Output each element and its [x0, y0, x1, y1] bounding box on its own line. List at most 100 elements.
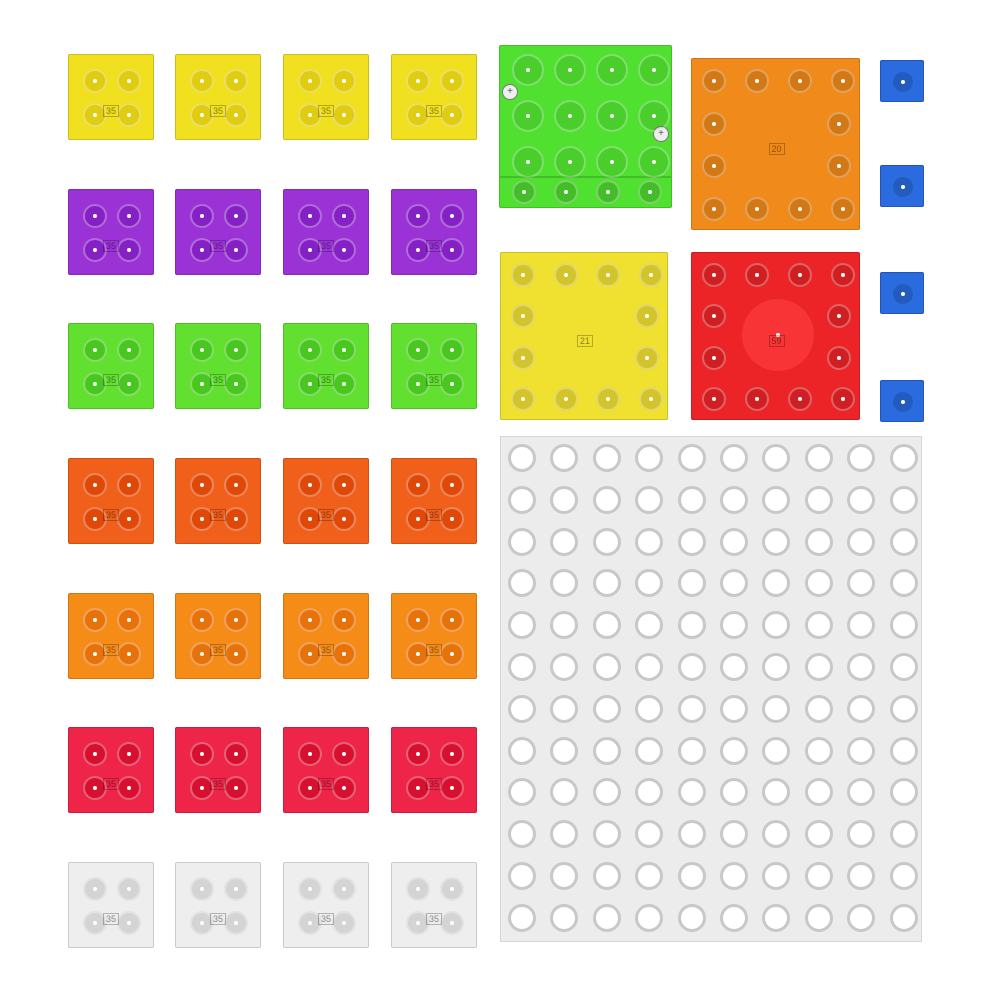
- baseplate-hole: [592, 485, 621, 514]
- baseplate-hole: [508, 444, 536, 472]
- baseplate-hole: [635, 778, 664, 807]
- tile-label: 35: [318, 374, 335, 386]
- baseplate-hole: [508, 527, 536, 556]
- tile-label: 35: [103, 644, 120, 656]
- baseplate-hole: [762, 485, 791, 514]
- small-tile: 35: [283, 54, 369, 140]
- stud: [639, 263, 663, 287]
- baseplate-hole: [592, 694, 621, 723]
- stud: [190, 204, 214, 228]
- stud: [827, 111, 851, 136]
- small-tile: 35: [391, 593, 477, 679]
- baseplate-hole: [550, 485, 579, 514]
- stud: [332, 69, 356, 93]
- baseplate-hole: [550, 611, 579, 640]
- baseplate-hole: [635, 444, 664, 472]
- stud: [224, 69, 248, 93]
- baseplate-hole: [550, 444, 579, 472]
- stud: [332, 911, 356, 935]
- stud: [332, 742, 356, 766]
- green-module: + +: [499, 45, 672, 208]
- stud: [440, 204, 464, 228]
- yellow-module: 21: [500, 252, 668, 420]
- stud: [83, 69, 107, 93]
- module-label: 21: [577, 335, 594, 347]
- stud: [596, 263, 621, 287]
- small-tile: 35: [68, 323, 154, 409]
- stud: [639, 387, 663, 411]
- stud: [745, 197, 769, 221]
- baseplate-hole: [508, 820, 536, 849]
- stud: [827, 154, 851, 179]
- baseplate-hole: [592, 569, 621, 598]
- small-tile: 35: [68, 54, 154, 140]
- stud: [117, 911, 141, 935]
- stud: [332, 877, 356, 901]
- stud: [224, 238, 248, 262]
- stud: [298, 877, 322, 901]
- lens: [742, 299, 814, 371]
- stud: [788, 197, 812, 221]
- stud: [440, 877, 464, 901]
- tile-label: 35: [318, 105, 335, 117]
- stud: [224, 473, 248, 497]
- small-tile: 35: [391, 54, 477, 140]
- baseplate-hole: [550, 527, 579, 556]
- stud: [831, 197, 855, 221]
- stud: [406, 742, 430, 766]
- stud: [83, 507, 107, 531]
- baseplate-hole: [635, 569, 664, 598]
- stud: [702, 263, 726, 287]
- baseplate-hole: [550, 569, 579, 598]
- tile-label: 35: [103, 913, 120, 925]
- small-tile: 35: [391, 189, 477, 275]
- stud: [117, 473, 141, 497]
- tile-label: 35: [318, 913, 335, 925]
- baseplate-hole: [720, 527, 748, 556]
- stud: [440, 507, 464, 531]
- stud: [332, 776, 356, 800]
- baseplate-hole: [889, 485, 918, 514]
- baseplate-hole: [508, 653, 536, 681]
- stud: [298, 776, 322, 800]
- baseplate-hole: [889, 569, 918, 598]
- stud: [332, 238, 356, 262]
- stud: [511, 304, 535, 329]
- stud: [406, 69, 430, 93]
- stud: [190, 238, 214, 262]
- stud: [406, 238, 430, 262]
- stud: [332, 103, 356, 127]
- stud: [893, 284, 913, 304]
- baseplate-hole: [720, 862, 748, 890]
- stud: [406, 204, 430, 228]
- module-label: 59: [768, 335, 785, 347]
- tile-label: 35: [103, 240, 120, 252]
- small-tile: 35: [175, 54, 261, 140]
- baseplate-hole: [889, 820, 918, 849]
- tile-label: 35: [318, 644, 335, 656]
- stud: [406, 103, 430, 127]
- stud: [117, 372, 141, 396]
- baseplate-hole: [720, 569, 748, 598]
- baseplate-hole: [592, 444, 621, 472]
- baseplate-hole: [889, 778, 918, 807]
- stud: [638, 146, 670, 178]
- baseplate-hole: [720, 444, 748, 472]
- baseplate-hole: [508, 736, 536, 765]
- baseplate-hole: [508, 611, 536, 640]
- small-tile: 35: [175, 323, 261, 409]
- stud: [788, 69, 812, 93]
- baseplate-hole: [720, 778, 748, 807]
- stud: [332, 473, 356, 497]
- small-tile: 35: [283, 458, 369, 544]
- stud: [117, 238, 141, 262]
- stud: [190, 911, 214, 935]
- small-tile: 35: [68, 727, 154, 813]
- baseplate-hole: [592, 903, 621, 932]
- stud: [596, 387, 621, 411]
- stud: [190, 608, 214, 632]
- baseplate-hole: [550, 862, 579, 890]
- module-label: 20: [768, 143, 785, 155]
- stud: [83, 338, 107, 362]
- baseplate-hole: [677, 527, 706, 556]
